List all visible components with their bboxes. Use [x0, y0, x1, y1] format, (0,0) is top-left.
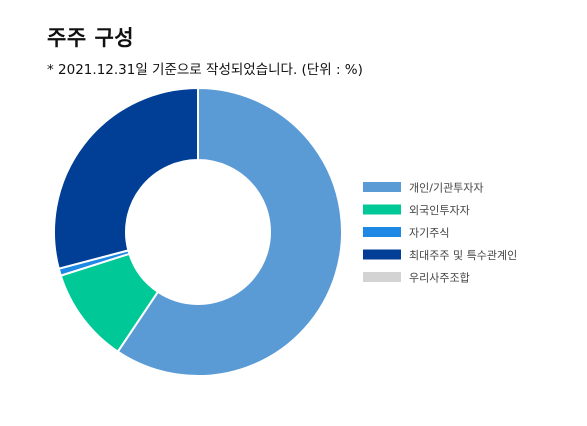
- legend-swatch-2: [363, 227, 401, 237]
- chart-subtitle: * 2021.12.31일 기준으로 작성되었습니다. (단위 : %): [47, 62, 363, 78]
- legend-swatch-0: [363, 182, 401, 192]
- donut-slice-3: [53, 86, 199, 270]
- chart-title: 주주 구성: [47, 26, 135, 50]
- legend-label-1: 외국인투자자: [409, 204, 470, 217]
- legend-label-2: 자기주식: [409, 227, 449, 240]
- donut-slices: [53, 86, 343, 377]
- legend-swatch-1: [363, 204, 401, 215]
- legend-label-4: 우리사주조합: [409, 272, 470, 285]
- donut-slice-0: [116, 86, 343, 377]
- legend-swatch-4: [363, 272, 401, 282]
- legend-label-3: 최대주주 및 특수관계인: [409, 249, 517, 262]
- legend-swatch-3: [363, 249, 401, 260]
- legend-label-0: 개인/기관투자자: [409, 182, 484, 195]
